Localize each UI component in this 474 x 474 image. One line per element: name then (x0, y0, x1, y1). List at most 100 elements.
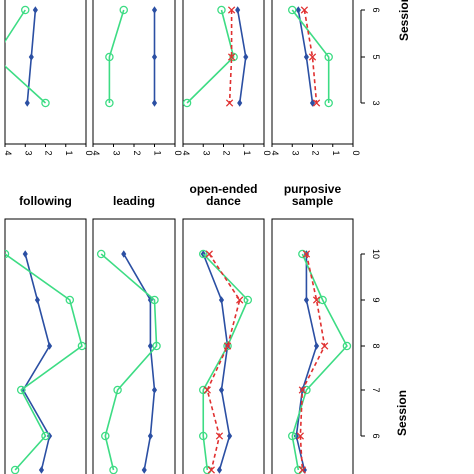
score-tick-label: 0 (84, 150, 94, 155)
data-point-cross (227, 53, 236, 61)
data-point-circle (5, 249, 10, 259)
data-point-diamond (309, 99, 316, 107)
session-axis: 6 5 3 Session (360, 0, 411, 106)
score-tick-label: 3 (290, 150, 300, 155)
panel-4: 4 3 2 1 0 (270, 0, 361, 156)
data-point-cross (223, 342, 232, 350)
session-tick-label: 7 (371, 387, 381, 392)
data-point-circle (119, 5, 129, 15)
data-point-diamond (303, 296, 309, 304)
data-point-diamond (32, 6, 38, 14)
data-point-cross (227, 6, 236, 14)
data-point-circle (113, 385, 122, 395)
data-point-circle (16, 385, 26, 395)
data-point-circle (217, 5, 226, 15)
data-point-diamond (295, 6, 301, 14)
data-point-circle (287, 5, 297, 15)
panel-2: 4 3 2 1 0 (91, 0, 183, 156)
data-point-circle (324, 52, 333, 62)
score-tick-label: 1 (153, 150, 163, 155)
panel-title: leading (113, 194, 155, 208)
data-point-diamond (237, 99, 243, 107)
data-point-cross (300, 6, 309, 14)
session-tick-label: 6 (371, 433, 381, 438)
data-point-cross (320, 342, 329, 350)
series-line-3 (228, 10, 233, 104)
score-tick-label: 3 (112, 150, 122, 155)
score-tick-label: 1 (242, 150, 252, 155)
data-point-cross (308, 53, 317, 61)
panel-2: leading (92, 194, 176, 474)
data-point-circle (152, 341, 161, 351)
score-tick-label: 1 (64, 150, 74, 155)
series-line-2 (108, 9, 125, 103)
data-point-circle (41, 98, 50, 108)
series-line-3 (303, 9, 318, 104)
series-line-2 (100, 253, 158, 471)
data-point-cross (207, 466, 216, 474)
series-line-2 (186, 9, 235, 104)
data-point-cross (215, 432, 224, 440)
data-point-diamond (151, 53, 158, 61)
panel-title-line-1: open-ended (190, 182, 258, 196)
session-axis-label: Session (395, 390, 409, 436)
series-line-1 (202, 253, 231, 471)
score-tick-label: 4 (91, 150, 101, 155)
data-point-circle (324, 98, 333, 108)
series-line-1 (22, 253, 51, 471)
score-tick-label: 2 (222, 150, 232, 155)
data-point-diamond (227, 432, 233, 440)
series-line-2 (5, 9, 47, 104)
panel-1: 4 3 2 1 0 (3, 0, 94, 156)
score-tick-label: 2 (44, 150, 54, 155)
score-tick-label: 1 (331, 150, 341, 155)
data-point-diamond (141, 466, 147, 474)
data-point-diamond (216, 466, 223, 474)
data-point-diamond (46, 342, 53, 350)
score-tick-label: 2 (132, 150, 142, 155)
data-point-diamond (235, 6, 241, 14)
data-point-circle (318, 295, 327, 305)
panel-title-line-2: sample (292, 194, 334, 208)
panel-title-line-1: purposive (284, 182, 342, 196)
data-point-cross (205, 250, 213, 258)
panel-frame (271, 218, 354, 474)
data-point-diamond (38, 466, 45, 474)
data-point-cross (302, 250, 311, 258)
data-point-circle (198, 249, 208, 259)
data-point-cross (203, 386, 211, 394)
data-point-diamond (34, 296, 40, 304)
panel-frame (4, 0, 87, 145)
data-point-diamond (303, 53, 309, 61)
score-tick-label: 0 (262, 150, 272, 155)
data-point-circle (105, 52, 114, 62)
session-tick-label: 3 (371, 100, 381, 105)
data-point-circle (150, 295, 159, 305)
data-point-diamond (28, 53, 34, 61)
data-point-diamond (151, 6, 158, 14)
data-point-diamond (121, 250, 127, 258)
score-tick-label: 4 (181, 150, 191, 155)
score-tick-label: 3 (23, 150, 33, 155)
data-point-cross (312, 99, 321, 107)
panel-1: following (4, 194, 87, 474)
data-point-diamond (243, 53, 249, 61)
panel-3: 4 3 2 1 0 (181, 0, 272, 156)
data-point-circle (77, 341, 86, 351)
score-tick-label: 0 (173, 150, 183, 155)
series-line-2 (202, 253, 249, 471)
score-tick-label: 3 (201, 150, 211, 155)
data-point-diamond (313, 342, 320, 350)
session-tick-label: 8 (371, 343, 381, 348)
data-point-cross (298, 466, 307, 474)
data-point-diamond (151, 99, 158, 107)
score-tick-label: 4 (3, 150, 13, 155)
series-line-1 (295, 254, 318, 471)
data-point-circle (101, 431, 110, 441)
data-point-diamond (218, 386, 225, 394)
data-point-circle (96, 249, 106, 259)
